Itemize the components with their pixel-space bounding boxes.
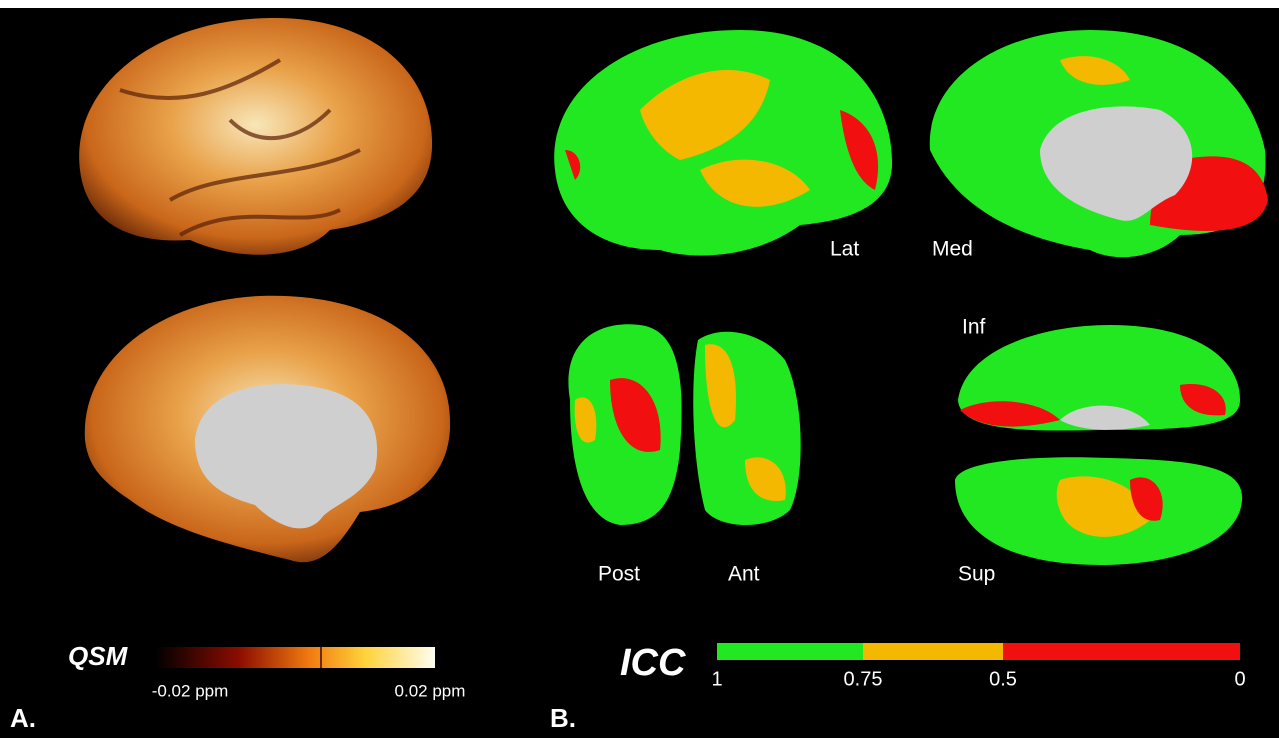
icc-medial-brain (929, 30, 1268, 258)
icc-colorbar: 1 0.75 0.5 0 (711, 643, 1246, 690)
view-label: Med (932, 238, 973, 261)
colorbar-segment (863, 643, 1003, 660)
colorbar-max-label: 0.02 ppm (395, 681, 466, 700)
qsm-lateral-brain (79, 17, 433, 255)
icc-lateral-brain (554, 30, 893, 256)
colorbar-tick-label: 0.5 (989, 668, 1017, 690)
view-label: Post (598, 563, 640, 586)
colorbar-tick-label: 0 (1234, 668, 1245, 690)
view-label: Inf (962, 316, 986, 339)
view-label: Sup (958, 563, 995, 586)
icc-superior-brain (955, 457, 1243, 565)
icc-posterior-brain (568, 324, 682, 525)
colorbar-min-label: -0.02 ppm (152, 681, 229, 700)
colorbar-tick-label: 0.75 (844, 668, 883, 690)
icc-inferior-brain (958, 325, 1240, 431)
qsm-medial-brain (84, 295, 451, 563)
colorbar-segment (717, 643, 863, 660)
view-label: Lat (830, 238, 859, 261)
panel-label: B. (550, 703, 576, 733)
icc-anterior-brain (693, 331, 801, 525)
colorbar-title: QSM (68, 641, 129, 671)
colorbar-title: ICC (620, 642, 686, 684)
qsm-colorbar (155, 647, 435, 668)
view-label: Ant (728, 563, 760, 586)
panel-label: A. (10, 703, 36, 733)
colorbar-tick-label: 1 (711, 668, 722, 690)
colorbar-segment (1003, 643, 1240, 660)
